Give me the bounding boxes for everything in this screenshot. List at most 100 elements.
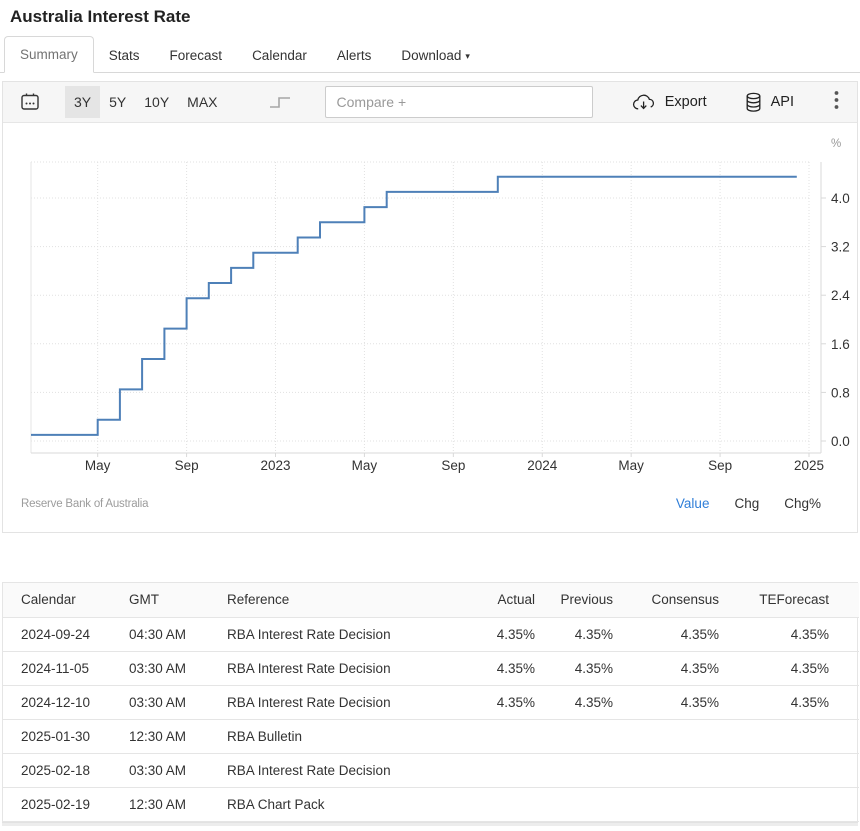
cell: RBA Chart Pack bbox=[225, 787, 441, 821]
tab-calendar[interactable]: Calendar bbox=[237, 38, 322, 73]
cell: 4.35% bbox=[535, 651, 613, 685]
tab-forecast[interactable]: Forecast bbox=[155, 38, 238, 73]
cell: 2024-12-10 bbox=[3, 685, 127, 719]
chart-menu-button[interactable] bbox=[824, 86, 849, 119]
cell: 03:30 AM bbox=[127, 685, 225, 719]
x-tick-label: May bbox=[618, 458, 644, 473]
cell: 4.35% bbox=[719, 617, 859, 651]
cell: 4.35% bbox=[535, 685, 613, 719]
chg-link[interactable]: Chg bbox=[734, 496, 759, 511]
cell bbox=[535, 719, 613, 753]
toolbar-right-group: Export API bbox=[632, 86, 849, 119]
export-button[interactable]: Export bbox=[632, 94, 707, 111]
cell: 2025-02-19 bbox=[3, 787, 127, 821]
range-max-button[interactable]: MAX bbox=[178, 86, 226, 118]
chart-toolbar: 3Y 5Y 10Y MAX Export bbox=[3, 82, 857, 123]
cell bbox=[535, 753, 613, 787]
cell bbox=[719, 787, 859, 821]
column-header[interactable]: Reference bbox=[225, 583, 441, 617]
chart-type-button[interactable] bbox=[267, 93, 293, 111]
cell: 4.35% bbox=[535, 617, 613, 651]
tab-summary[interactable]: Summary bbox=[4, 36, 94, 73]
cell: 4.35% bbox=[719, 651, 859, 685]
tab-stats[interactable]: Stats bbox=[94, 38, 155, 73]
calendar-range-button[interactable] bbox=[19, 91, 41, 113]
y-axis-unit: % bbox=[831, 138, 841, 150]
table-header-row: CalendarGMTReferenceActualPreviousConsen… bbox=[3, 583, 859, 617]
database-icon bbox=[745, 92, 762, 113]
cell: 12:30 AM bbox=[127, 719, 225, 753]
table-row[interactable]: 2025-01-3012:30 AMRBA Bulletin bbox=[3, 719, 859, 753]
cell: 4.35% bbox=[441, 617, 535, 651]
cell bbox=[441, 719, 535, 753]
tab-download-label: Download bbox=[401, 48, 461, 63]
page-title: Australia Interest Rate bbox=[0, 0, 860, 32]
range-5y-button[interactable]: 5Y bbox=[100, 86, 135, 118]
x-tick-label: Sep bbox=[175, 458, 199, 473]
chart-footer: Reserve Bank of Australia Value Chg Chg% bbox=[3, 481, 857, 532]
calendar-table-wrap: CalendarGMTReferenceActualPreviousConsen… bbox=[2, 582, 858, 822]
calendar-table: CalendarGMTReferenceActualPreviousConsen… bbox=[3, 583, 859, 822]
cell: 2025-01-30 bbox=[3, 719, 127, 753]
api-label: API bbox=[771, 94, 794, 110]
cell: 4.35% bbox=[613, 651, 719, 685]
chart-area[interactable]: 0.00.81.62.43.24.0MaySep2023MaySep2024Ma… bbox=[3, 123, 857, 481]
cell: 12:30 AM bbox=[127, 787, 225, 821]
y-tick-label: 3.2 bbox=[831, 240, 850, 255]
chg-percent-link[interactable]: Chg% bbox=[784, 496, 821, 511]
y-tick-label: 4.0 bbox=[831, 191, 850, 206]
cell: 04:30 AM bbox=[127, 617, 225, 651]
cell: 2024-11-05 bbox=[3, 651, 127, 685]
column-header[interactable]: Consensus bbox=[613, 583, 719, 617]
column-header[interactable]: Calendar bbox=[3, 583, 127, 617]
table-row[interactable]: 2024-12-1003:30 AMRBA Interest Rate Deci… bbox=[3, 685, 859, 719]
column-header[interactable]: Previous bbox=[535, 583, 613, 617]
cell: RBA Interest Rate Decision bbox=[225, 753, 441, 787]
y-tick-label: 0.8 bbox=[831, 385, 850, 400]
x-tick-label: May bbox=[85, 458, 111, 473]
cell: 4.35% bbox=[613, 617, 719, 651]
table-row[interactable]: 2024-09-2404:30 AMRBA Interest Rate Deci… bbox=[3, 617, 859, 651]
table-row[interactable]: 2025-02-1912:30 AMRBA Chart Pack bbox=[3, 787, 859, 821]
series-step-line bbox=[31, 177, 797, 435]
compare-input[interactable] bbox=[325, 86, 593, 118]
cell bbox=[613, 719, 719, 753]
x-tick-label: 2024 bbox=[527, 458, 558, 473]
column-header[interactable]: TEForecast bbox=[719, 583, 859, 617]
cell: 03:30 AM bbox=[127, 753, 225, 787]
x-tick-label: Sep bbox=[708, 458, 732, 473]
value-link[interactable]: Value bbox=[676, 496, 710, 511]
range-10y-button[interactable]: 10Y bbox=[135, 86, 178, 118]
export-label: Export bbox=[665, 94, 707, 110]
cell: 2024-09-24 bbox=[3, 617, 127, 651]
api-button[interactable]: API bbox=[745, 92, 794, 113]
cell: RBA Interest Rate Decision bbox=[225, 685, 441, 719]
tab-download[interactable]: Download▾ bbox=[386, 38, 485, 73]
table-row[interactable]: 2024-11-0503:30 AMRBA Interest Rate Deci… bbox=[3, 651, 859, 685]
step-line-icon bbox=[267, 93, 293, 111]
x-tick-label: Sep bbox=[441, 458, 465, 473]
range-3y-button[interactable]: 3Y bbox=[65, 86, 100, 118]
cell: 4.35% bbox=[613, 685, 719, 719]
tab-alerts[interactable]: Alerts bbox=[322, 38, 387, 73]
x-tick-label: May bbox=[352, 458, 378, 473]
spacer bbox=[0, 533, 860, 582]
cloud-download-icon bbox=[632, 94, 656, 111]
table-row-partial bbox=[2, 822, 858, 826]
x-tick-label: 2025 bbox=[794, 458, 824, 473]
column-header[interactable]: Actual bbox=[441, 583, 535, 617]
column-header[interactable]: GMT bbox=[127, 583, 225, 617]
cell: RBA Interest Rate Decision bbox=[225, 651, 441, 685]
y-tick-label: 0.0 bbox=[831, 434, 850, 449]
cell: RBA Bulletin bbox=[225, 719, 441, 753]
x-tick-label: 2023 bbox=[260, 458, 290, 473]
chart-panel: 3Y 5Y 10Y MAX Export bbox=[2, 81, 858, 533]
cell bbox=[441, 787, 535, 821]
table-row[interactable]: 2025-02-1803:30 AMRBA Interest Rate Deci… bbox=[3, 753, 859, 787]
range-selector: 3Y 5Y 10Y MAX bbox=[65, 86, 227, 118]
cell: 4.35% bbox=[441, 685, 535, 719]
kebab-menu-icon bbox=[834, 90, 839, 110]
calendar-icon bbox=[19, 91, 41, 113]
cell: RBA Interest Rate Decision bbox=[225, 617, 441, 651]
cell bbox=[719, 719, 859, 753]
